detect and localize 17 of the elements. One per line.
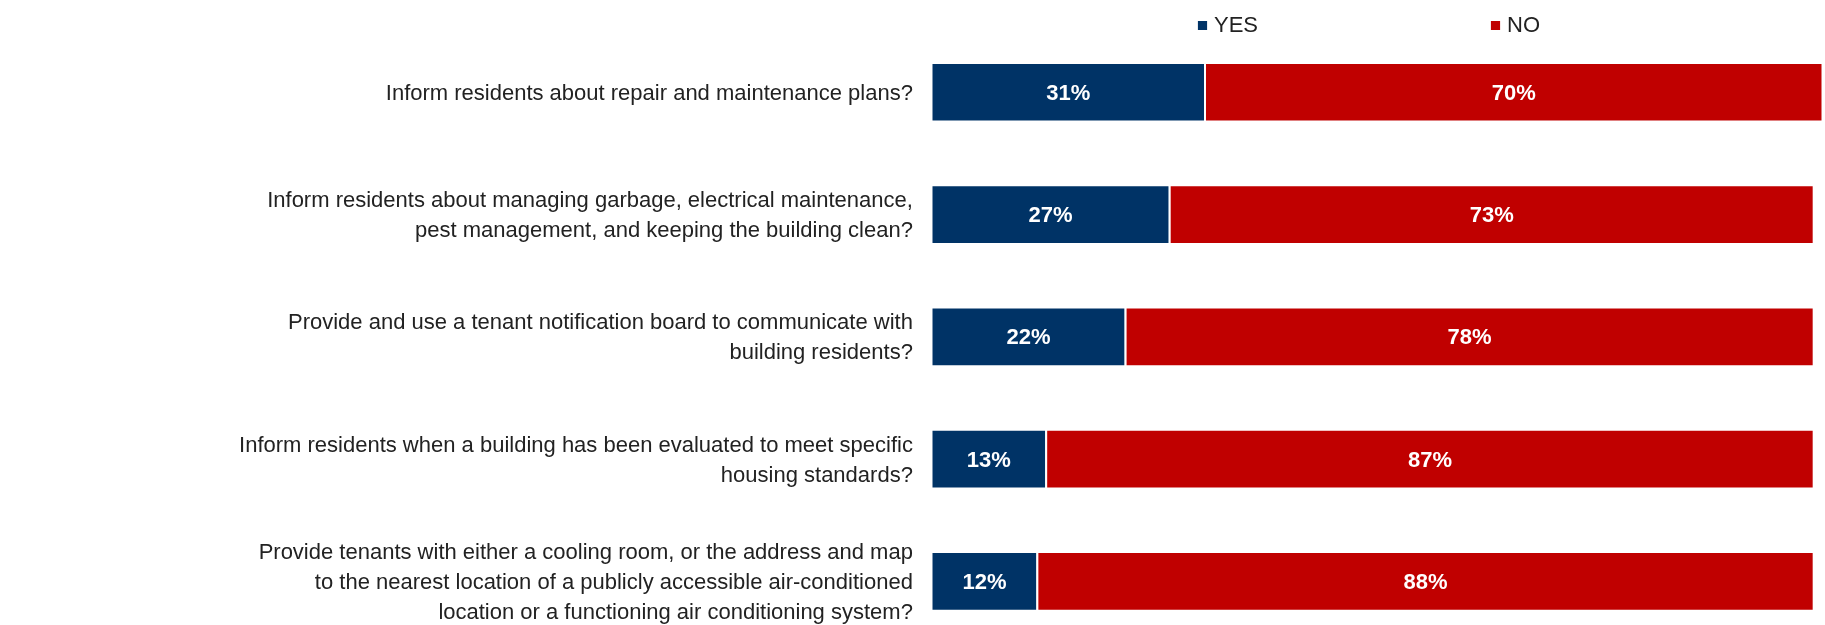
data-label: 13% <box>966 446 1011 472</box>
data-label: 70% <box>1491 79 1536 105</box>
data-label: 78% <box>1447 324 1492 350</box>
legend-label: YES <box>1214 12 1259 38</box>
data-label: 31% <box>1046 79 1091 105</box>
y-tick-label: Provide and use a tenant notification board to communicate with building residents? <box>287 309 913 365</box>
data-label: 88% <box>1403 568 1448 594</box>
legend-label: NO <box>1507 12 1541 38</box>
y-tick-label: Inform residents when a building has been evaluated to meet specific housing standards? <box>239 431 913 487</box>
data-label: 87% <box>1407 446 1452 472</box>
data-label: 27% <box>1028 202 1073 228</box>
data-label: 22% <box>1006 324 1051 350</box>
y-tick-label: Inform residents about managing garbage, electrical maintenance, pest management, and keeping the building clean? <box>267 187 913 243</box>
y-tick-label: Provide tenants with either a cooling room, or the address and map to the nearest location of a publicly accessible air-conditioned location or a functioning air conditioning system? <box>258 538 913 624</box>
data-label: 12% <box>962 568 1007 594</box>
y-tick-label: Inform residents about repair and maintenance plans? <box>385 79 913 105</box>
data-label: 73% <box>1469 202 1514 228</box>
